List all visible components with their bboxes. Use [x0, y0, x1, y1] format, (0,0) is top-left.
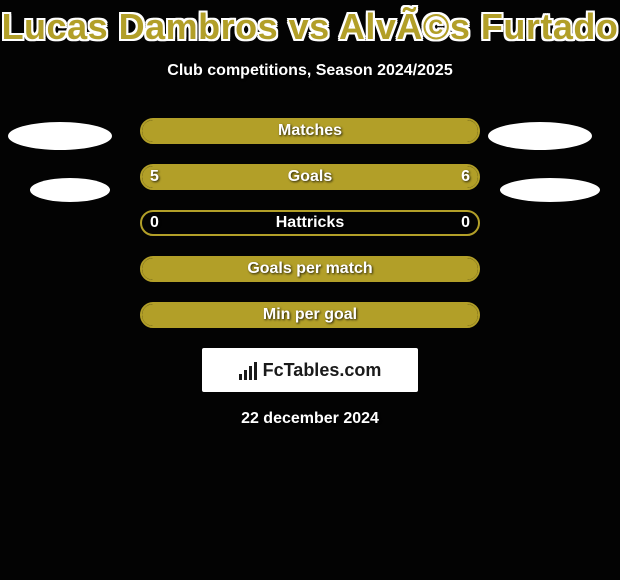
stat-bar-matches: [140, 118, 480, 144]
stat-right-goals: 6: [461, 164, 470, 190]
stat-left-hattricks: 0: [150, 210, 159, 236]
stat-row-mpg: Min per goal: [0, 302, 620, 328]
logo-text-label: FcTables.com: [263, 360, 382, 381]
logo-bars-icon: [239, 360, 257, 380]
stat-bar-goals: [140, 164, 480, 190]
logo-box[interactable]: FcTables.com: [202, 348, 418, 392]
photo-placeholder-1: [488, 122, 592, 150]
subtitle: Club competitions, Season 2024/2025: [0, 62, 620, 80]
photo-placeholder-2: [30, 178, 110, 202]
photo-placeholder-0: [8, 122, 112, 150]
fctables-logo: FcTables.com: [239, 360, 382, 381]
date-label: 22 december 2024: [0, 410, 620, 428]
stat-left-goals: 5: [150, 164, 159, 190]
page-title: Lucas Dambros vs AlvÃ©s Furtado: [0, 0, 620, 48]
photo-placeholder-3: [500, 178, 600, 202]
stat-bar-mpg: [140, 302, 480, 328]
stat-bar-hattricks: [140, 210, 480, 236]
stat-row-gpm: Goals per match: [0, 256, 620, 282]
stat-right-hattricks: 0: [461, 210, 470, 236]
stat-row-hattricks: Hattricks00: [0, 210, 620, 236]
stat-bar-gpm: [140, 256, 480, 282]
